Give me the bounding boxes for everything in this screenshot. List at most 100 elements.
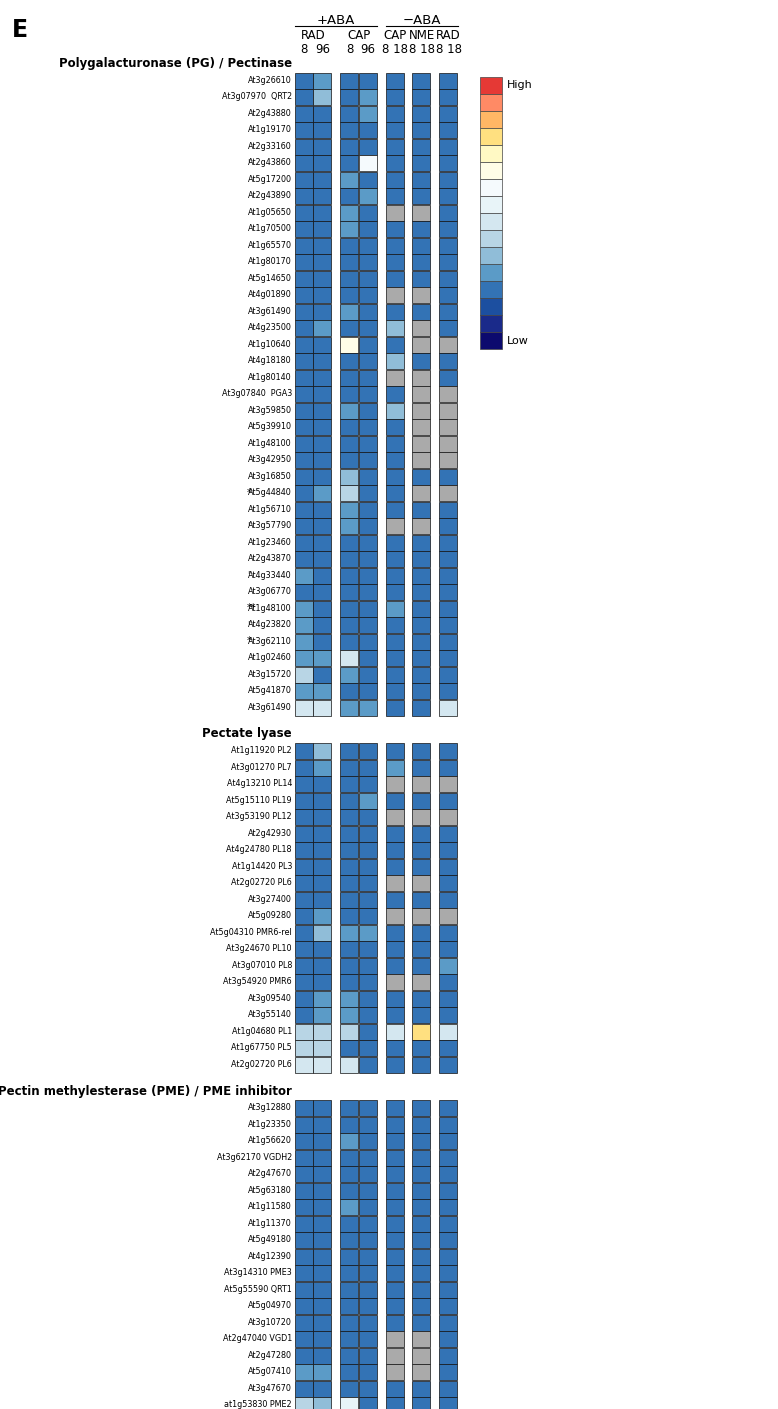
Text: At5g14650: At5g14650: [248, 273, 292, 283]
FancyBboxPatch shape: [340, 320, 359, 335]
FancyBboxPatch shape: [340, 1347, 359, 1364]
Text: 8: 8: [300, 44, 308, 56]
Text: At3g09540: At3g09540: [248, 993, 292, 1003]
Text: 8: 8: [346, 44, 353, 56]
FancyBboxPatch shape: [412, 1182, 430, 1199]
FancyBboxPatch shape: [386, 534, 404, 551]
FancyBboxPatch shape: [314, 369, 331, 386]
FancyBboxPatch shape: [340, 1100, 359, 1116]
FancyBboxPatch shape: [359, 1248, 377, 1264]
FancyBboxPatch shape: [359, 1282, 377, 1298]
FancyBboxPatch shape: [340, 502, 359, 517]
Text: At2g43870: At2g43870: [248, 554, 292, 564]
FancyBboxPatch shape: [295, 534, 313, 551]
FancyBboxPatch shape: [412, 666, 430, 682]
Text: At3g62110: At3g62110: [248, 637, 292, 645]
FancyBboxPatch shape: [340, 1381, 359, 1396]
FancyBboxPatch shape: [359, 172, 377, 187]
FancyBboxPatch shape: [295, 106, 313, 121]
Text: Low: Low: [506, 335, 529, 345]
Text: At3g27400: At3g27400: [248, 895, 292, 903]
FancyBboxPatch shape: [359, 683, 377, 699]
FancyBboxPatch shape: [386, 1265, 404, 1281]
FancyBboxPatch shape: [386, 403, 404, 418]
Text: At3g07840  PGA3: At3g07840 PGA3: [222, 389, 292, 399]
FancyBboxPatch shape: [314, 583, 331, 600]
FancyBboxPatch shape: [359, 1381, 377, 1396]
FancyBboxPatch shape: [340, 1282, 359, 1298]
FancyBboxPatch shape: [440, 1298, 457, 1315]
FancyBboxPatch shape: [340, 776, 359, 792]
FancyBboxPatch shape: [340, 858, 359, 875]
FancyBboxPatch shape: [386, 1282, 404, 1298]
FancyBboxPatch shape: [386, 1396, 404, 1409]
FancyBboxPatch shape: [295, 776, 313, 792]
FancyBboxPatch shape: [295, 469, 313, 485]
FancyBboxPatch shape: [340, 435, 359, 451]
FancyBboxPatch shape: [359, 809, 377, 826]
FancyBboxPatch shape: [386, 907, 404, 924]
FancyBboxPatch shape: [295, 1216, 313, 1231]
FancyBboxPatch shape: [412, 519, 430, 534]
FancyBboxPatch shape: [412, 600, 430, 617]
FancyBboxPatch shape: [386, 792, 404, 809]
FancyBboxPatch shape: [412, 1248, 430, 1264]
FancyBboxPatch shape: [359, 287, 377, 303]
FancyBboxPatch shape: [359, 826, 377, 841]
FancyBboxPatch shape: [386, 1298, 404, 1315]
FancyBboxPatch shape: [314, 650, 331, 666]
FancyBboxPatch shape: [386, 386, 404, 402]
FancyBboxPatch shape: [314, 1347, 331, 1364]
FancyBboxPatch shape: [412, 941, 430, 957]
FancyBboxPatch shape: [340, 1057, 359, 1072]
FancyBboxPatch shape: [412, 551, 430, 566]
FancyBboxPatch shape: [340, 1216, 359, 1231]
FancyBboxPatch shape: [314, 858, 331, 875]
FancyBboxPatch shape: [359, 776, 377, 792]
FancyBboxPatch shape: [340, 699, 359, 716]
Text: ': ': [247, 620, 250, 630]
FancyBboxPatch shape: [412, 1150, 430, 1165]
Text: E: E: [12, 18, 28, 42]
FancyBboxPatch shape: [359, 1100, 377, 1116]
FancyBboxPatch shape: [314, 1100, 331, 1116]
FancyBboxPatch shape: [386, 1007, 404, 1023]
FancyBboxPatch shape: [295, 1364, 313, 1379]
Text: At4g24780 PL18: At4g24780 PL18: [226, 845, 292, 854]
Text: RAD: RAD: [436, 30, 461, 42]
FancyBboxPatch shape: [412, 617, 430, 633]
Text: At1g23460: At1g23460: [248, 538, 292, 547]
FancyBboxPatch shape: [412, 826, 430, 841]
FancyBboxPatch shape: [314, 826, 331, 841]
FancyBboxPatch shape: [340, 287, 359, 303]
FancyBboxPatch shape: [386, 204, 404, 220]
Text: At4g33440: At4g33440: [248, 571, 292, 579]
FancyBboxPatch shape: [359, 452, 377, 468]
FancyBboxPatch shape: [295, 418, 313, 435]
FancyBboxPatch shape: [340, 617, 359, 633]
FancyBboxPatch shape: [314, 1116, 331, 1133]
FancyBboxPatch shape: [412, 991, 430, 1006]
FancyBboxPatch shape: [386, 1116, 404, 1133]
FancyBboxPatch shape: [340, 892, 359, 907]
FancyBboxPatch shape: [386, 187, 404, 204]
FancyBboxPatch shape: [480, 230, 502, 247]
Text: At2g42930: At2g42930: [248, 828, 292, 838]
FancyBboxPatch shape: [314, 1007, 331, 1023]
Text: At1g70500: At1g70500: [248, 224, 292, 234]
FancyBboxPatch shape: [440, 72, 457, 89]
Text: At1g23350: At1g23350: [248, 1120, 292, 1129]
FancyBboxPatch shape: [295, 254, 313, 271]
FancyBboxPatch shape: [440, 1364, 457, 1379]
FancyBboxPatch shape: [295, 991, 313, 1006]
Text: At1g11580: At1g11580: [248, 1202, 292, 1212]
FancyBboxPatch shape: [440, 469, 457, 485]
FancyBboxPatch shape: [340, 403, 359, 418]
FancyBboxPatch shape: [412, 907, 430, 924]
FancyBboxPatch shape: [412, 1167, 430, 1182]
Text: At3g01270 PL7: At3g01270 PL7: [231, 762, 292, 772]
FancyBboxPatch shape: [359, 469, 377, 485]
FancyBboxPatch shape: [295, 958, 313, 974]
FancyBboxPatch shape: [295, 809, 313, 826]
FancyBboxPatch shape: [340, 875, 359, 890]
